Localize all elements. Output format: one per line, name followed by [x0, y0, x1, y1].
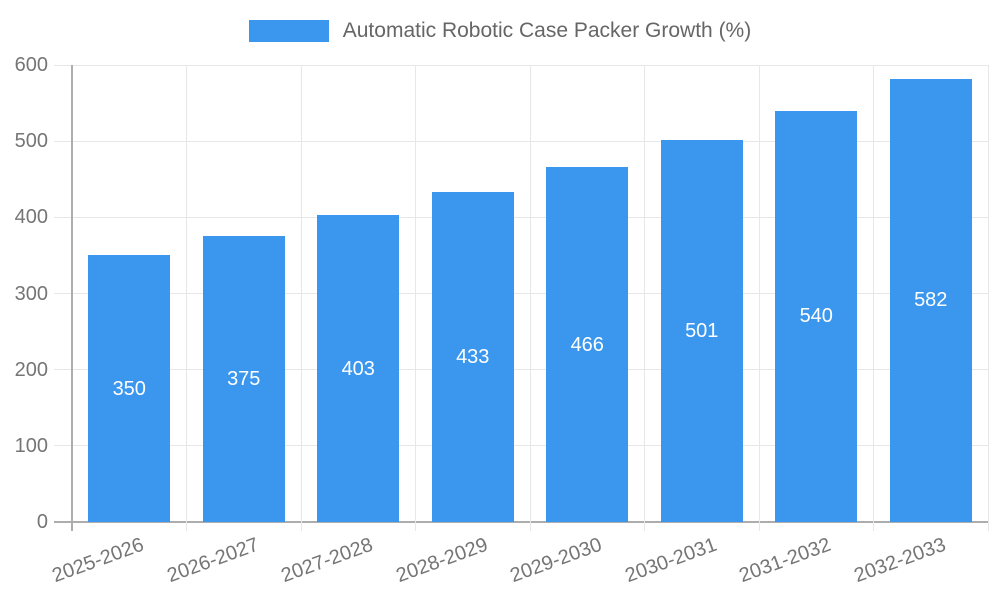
y-gridline — [54, 140, 988, 142]
x-axis-line — [54, 521, 988, 523]
x-gridline — [415, 65, 416, 531]
bar-2026-2027[interactable] — [202, 236, 285, 522]
bar-value-label: 433 — [456, 346, 490, 369]
y-axis-line — [71, 65, 73, 531]
y-tick-label: 400 — [14, 206, 48, 229]
x-gridline — [873, 65, 874, 531]
bar-value-label: 582 — [914, 289, 948, 312]
y-gridline — [54, 445, 988, 447]
bar-value-label: 375 — [227, 368, 261, 391]
chart-legend[interactable]: Automatic Robotic Case Packer Growth (%) — [0, 19, 1000, 43]
bar-value-label: 501 — [685, 320, 719, 343]
y-tick-label: 600 — [14, 54, 48, 76]
x-gridline — [758, 65, 760, 531]
y-gridline — [54, 216, 988, 218]
y-tick-label: 200 — [14, 358, 48, 381]
bar-value-label: 403 — [341, 357, 375, 380]
y-gridline — [54, 369, 988, 371]
bar-2028-2029[interactable] — [431, 192, 514, 522]
bar-2031-2032[interactable] — [775, 110, 858, 522]
y-tick-label: 300 — [14, 282, 48, 305]
x-gridline — [300, 65, 302, 531]
y-gridline — [54, 293, 988, 294]
legend-label: Automatic Robotic Case Packer Growth (%) — [342, 19, 752, 42]
bar-value-label: 540 — [799, 305, 833, 328]
x-gridline — [987, 65, 989, 531]
bar-value-label: 466 — [570, 333, 604, 356]
bar-2025-2026[interactable] — [88, 255, 171, 522]
bar-2032-2033[interactable] — [889, 78, 972, 522]
y-tick-label: 500 — [14, 130, 48, 153]
bar-2029-2030[interactable] — [546, 167, 629, 522]
y-gridline — [54, 64, 988, 66]
bar-value-label: 350 — [112, 377, 146, 400]
x-gridline — [644, 65, 645, 531]
y-tick-label: 100 — [14, 434, 48, 457]
x-gridline — [529, 65, 531, 531]
legend-swatch-icon — [248, 20, 329, 42]
x-gridline — [186, 65, 187, 531]
bar-2030-2031[interactable] — [660, 140, 743, 522]
bar-2027-2028[interactable] — [317, 215, 400, 522]
y-tick-label: 0 — [36, 511, 48, 533]
